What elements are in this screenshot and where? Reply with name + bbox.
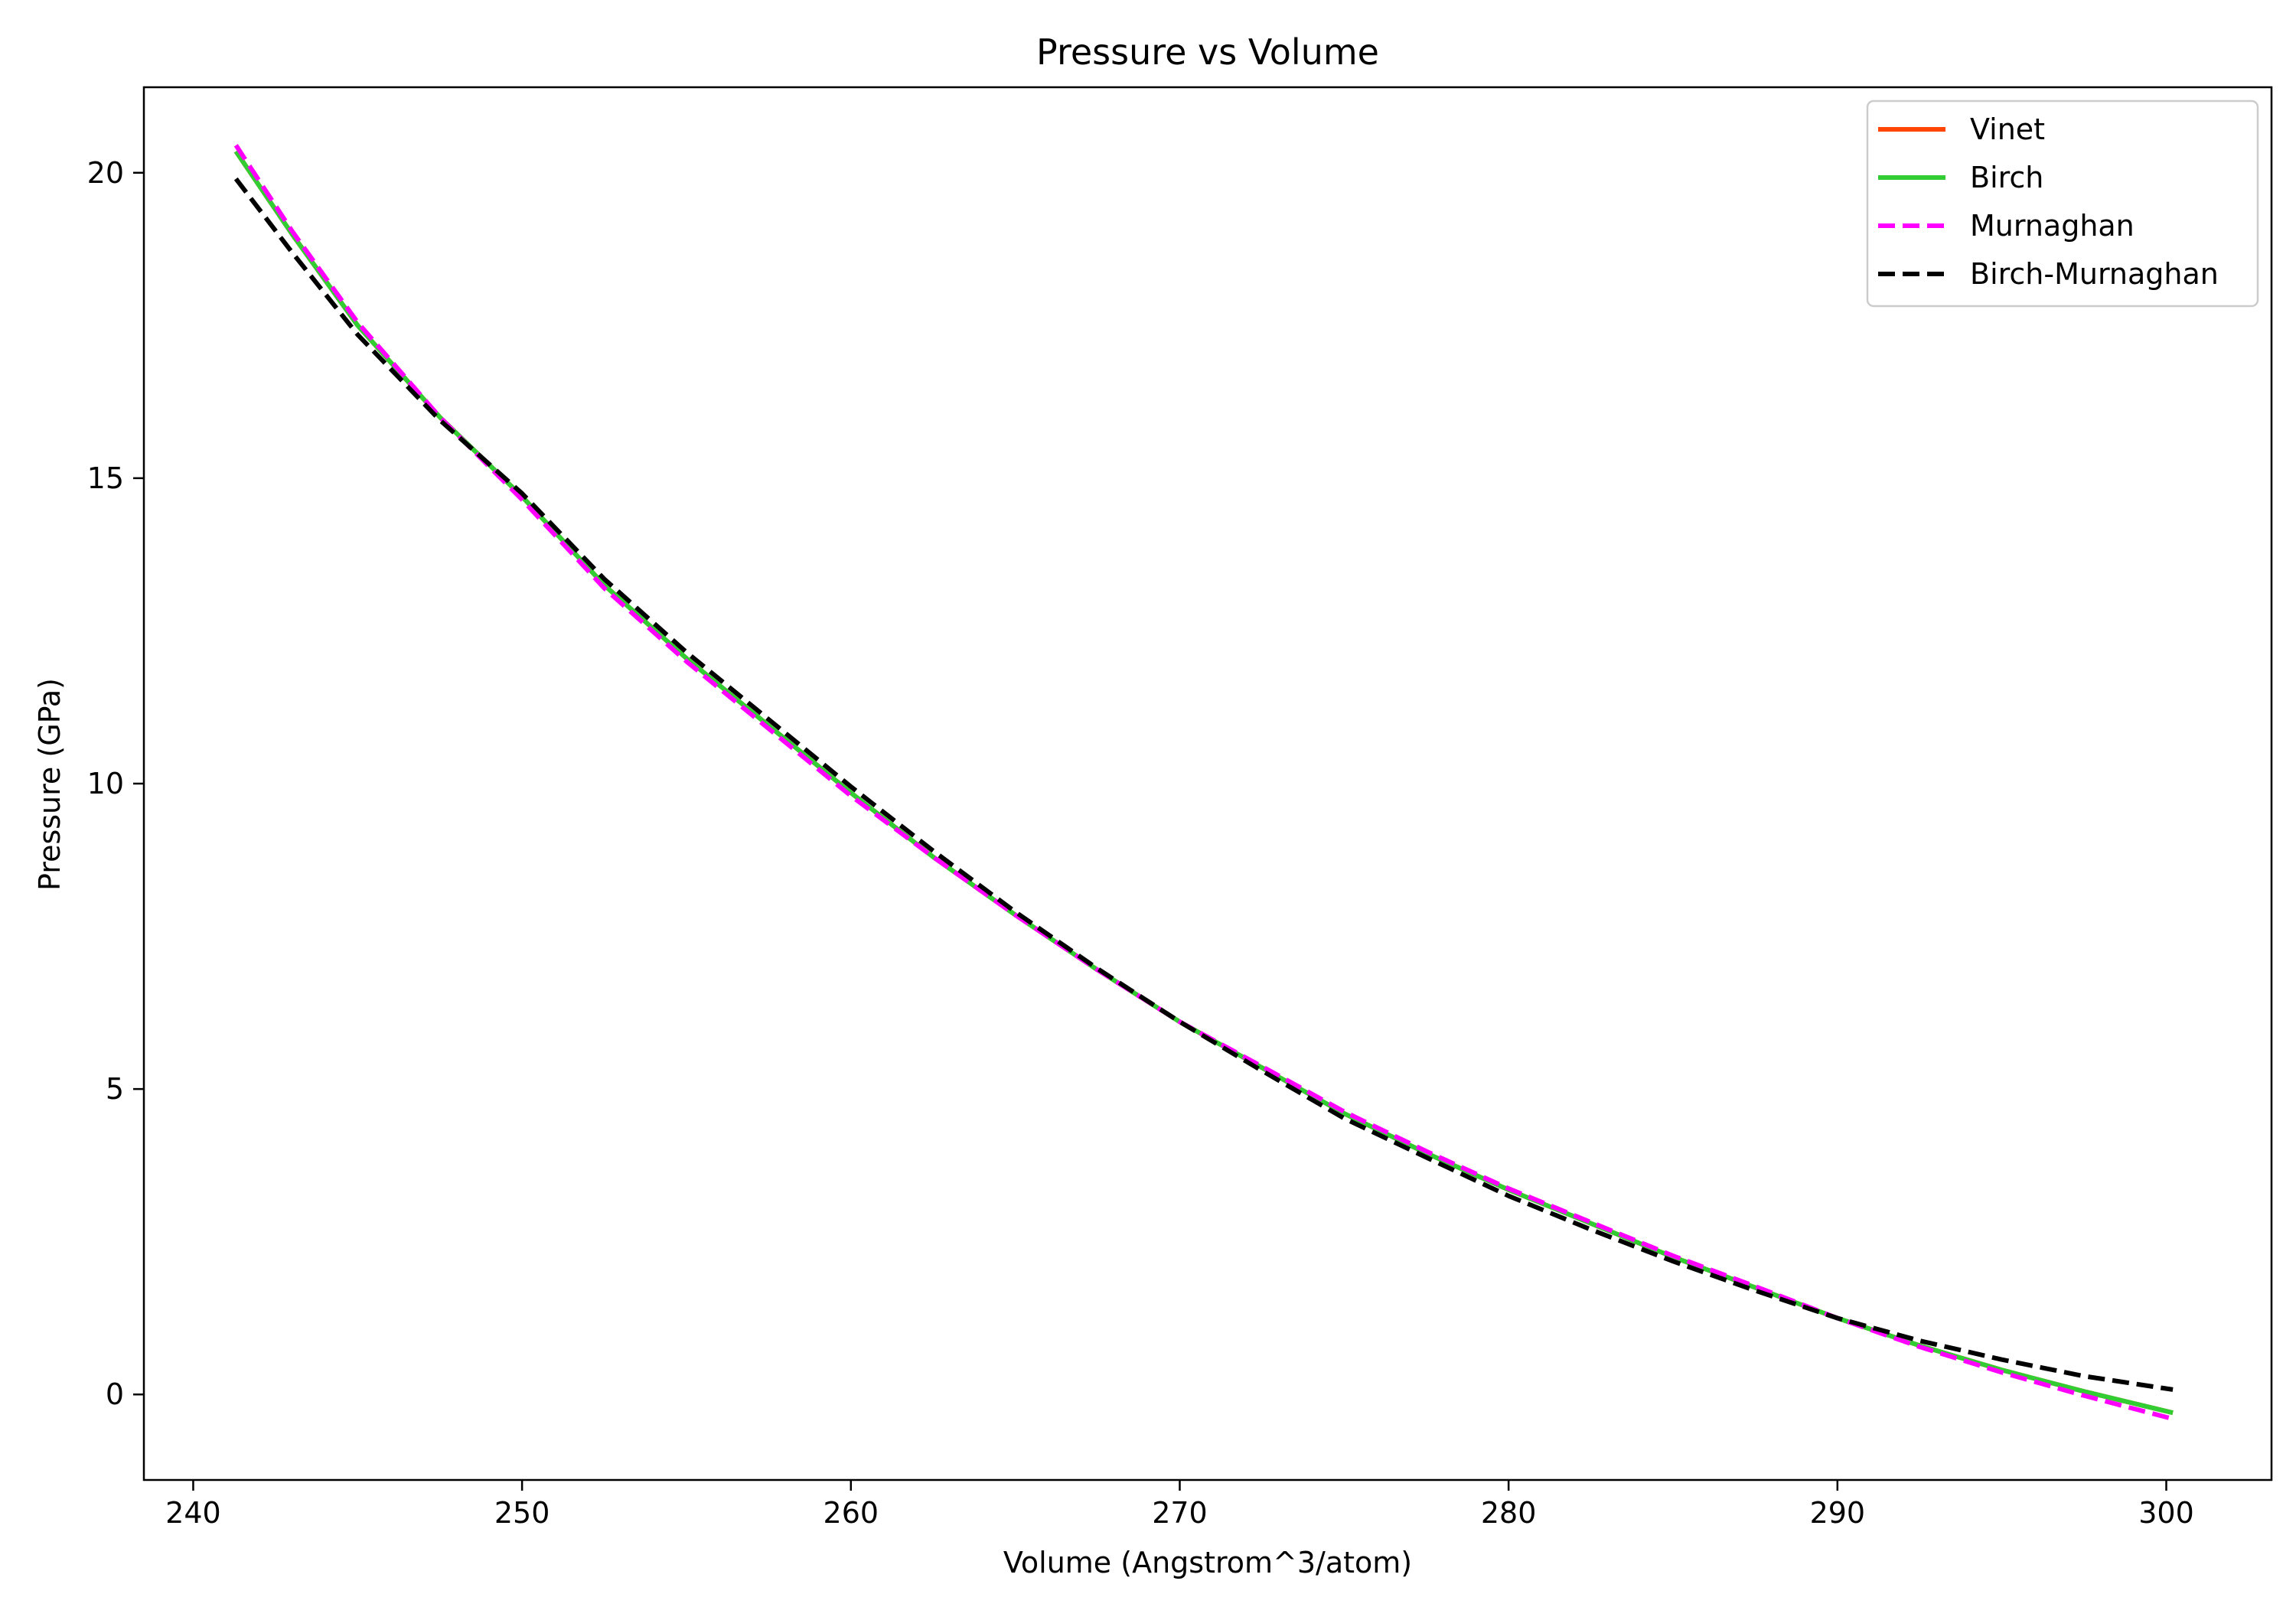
x-tick-label: 250 [494, 1496, 550, 1530]
x-tick-label: 300 [2138, 1496, 2194, 1530]
y-tick-label: 15 [87, 461, 124, 495]
y-tick-label: 5 [106, 1072, 124, 1106]
y-axis-label: Pressure (GPa) [33, 678, 67, 891]
legend-label: Birch-Murnaghan [1970, 257, 2219, 291]
x-tick-label: 240 [165, 1496, 221, 1530]
series-line-birch-murnaghan [233, 177, 2174, 1392]
legend-box [1866, 99, 2259, 308]
legend: Vinet Birch Murnaghan Birch-Murnaghan [1866, 99, 2259, 308]
x-tick-label: 290 [1810, 1496, 1866, 1530]
y-tick-label: 10 [87, 767, 124, 800]
x-tick-label: 280 [1481, 1496, 1537, 1530]
y-tick-label: 20 [87, 156, 124, 190]
series-lines [233, 144, 2174, 1422]
plot-area-frame [142, 86, 2273, 1482]
x-tick-label: 260 [823, 1496, 879, 1530]
legend-label: Birch [1970, 161, 2043, 194]
x-tick-label: 270 [1152, 1496, 1208, 1530]
legend-label: Vinet [1970, 112, 2045, 146]
y-tick-label: 0 [106, 1377, 124, 1411]
axis-ticks: 240 250 260 270 280 290 300 0 5 10 15 20 [87, 156, 2194, 1530]
x-axis-label: Volume (Angstrom^3/atom) [1003, 1546, 1412, 1579]
chart-title: Pressure vs Volume [1036, 31, 1379, 73]
legend-label: Murnaghan [1970, 209, 2135, 243]
